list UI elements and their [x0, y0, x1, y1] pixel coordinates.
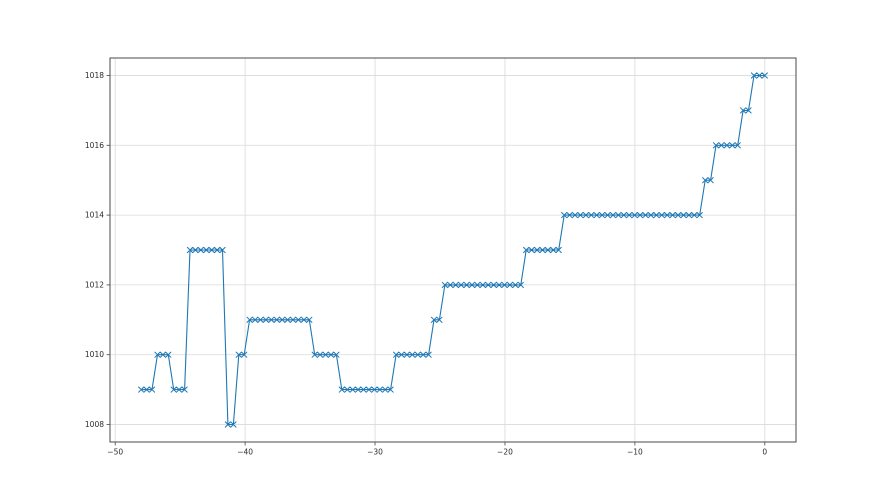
y-tick-label: 1008: [85, 420, 104, 429]
plot-border: [109, 57, 797, 443]
y-tick-label: 1016: [85, 141, 104, 150]
x-tick-label: −10: [627, 448, 643, 457]
x-tick-label: −40: [237, 448, 253, 457]
y-tick-label: 1012: [85, 280, 104, 289]
y-tick-label: 1014: [85, 211, 104, 220]
x-tick-label: −50: [107, 448, 123, 457]
x-tick-label: 0: [762, 448, 767, 457]
x-tick-label: −20: [497, 448, 513, 457]
x-tick-label: −30: [367, 448, 383, 457]
x-axis: −50 −40 −30 −20 −10 0: [107, 442, 767, 457]
y-tick-label: 1010: [85, 350, 104, 359]
series-markers: [138, 72, 768, 428]
data-series: [138, 72, 768, 428]
y-axis: 1008 1010 1012 1014 1016 1018: [85, 71, 110, 429]
series-line: [141, 74, 765, 426]
axes-spines: [109, 57, 797, 443]
y-tick-label: 1018: [85, 71, 104, 80]
